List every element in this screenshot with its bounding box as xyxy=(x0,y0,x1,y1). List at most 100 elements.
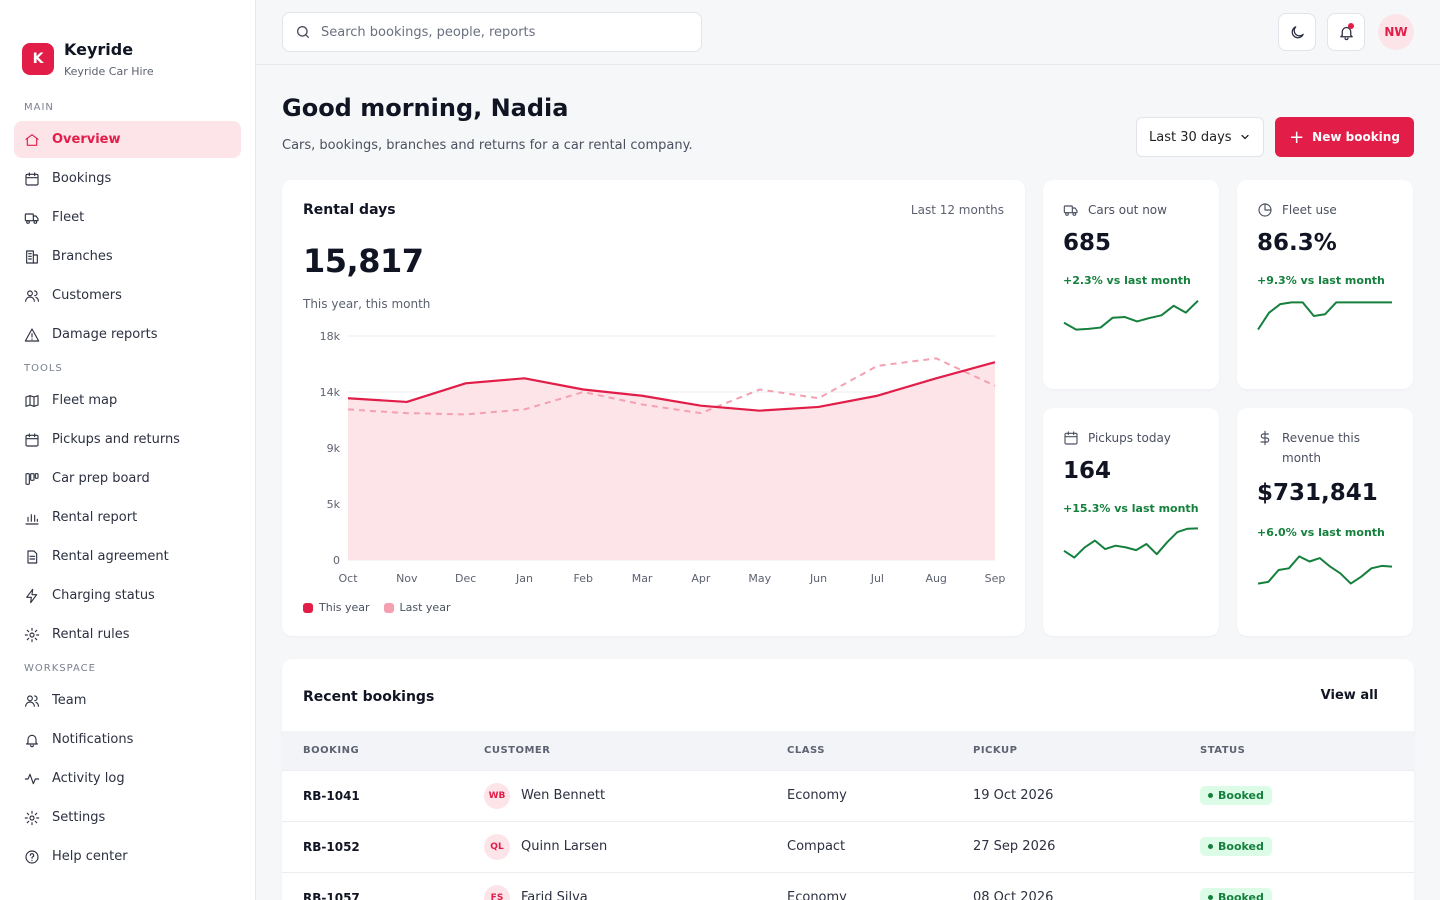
kpi-card-fleet-use[interactable]: Fleet use 86.3% +9.3% vs last month xyxy=(1237,180,1413,389)
customer-name: Wen Bennett xyxy=(521,788,606,803)
booking-id[interactable]: RB-1041 xyxy=(282,769,463,821)
table-row[interactable]: RB-1041 WB Wen Bennett Economy 19 Oct 2026 Bo… xyxy=(282,769,1414,821)
sidebar-item-rental-report[interactable]: Rental report xyxy=(14,499,241,536)
kpi-delta: +15.3% vs last month xyxy=(1063,502,1199,515)
sidebar-item-rental-rules[interactable]: Rental rules xyxy=(14,616,241,653)
table-body: RB-1041 WB Wen Bennett Economy 19 Oct 2026 Bo… xyxy=(282,769,1414,900)
truck-icon xyxy=(1063,205,1078,216)
nav-section-title: TOOLS xyxy=(24,363,63,374)
column-header[interactable]: CUSTOMER xyxy=(484,744,551,756)
column-header[interactable]: STATUS xyxy=(1200,744,1246,756)
notifications-button[interactable] xyxy=(1327,13,1365,51)
customer-cell: WB Wen Bennett xyxy=(463,769,766,821)
map-icon xyxy=(25,394,39,407)
kpi-label: Pickups today xyxy=(1063,428,1203,448)
sidebar: K Keyride Keyride Car Hire MAIN Overview B… xyxy=(0,0,256,900)
status-label: Booked xyxy=(1218,789,1264,802)
sidebar-item-bookings[interactable]: Bookings xyxy=(14,160,241,197)
date-range-select[interactable]: Last 30 days xyxy=(1136,117,1264,157)
sidebar-item-notifications[interactable]: Notifications xyxy=(14,721,241,758)
booking-id[interactable]: RB-1057 xyxy=(282,871,463,900)
theme-toggle-button[interactable] xyxy=(1278,13,1316,51)
pie-icon xyxy=(1258,203,1272,217)
sidebar-item-team[interactable]: Team xyxy=(14,682,241,719)
customer-name: Farid Silva xyxy=(521,890,588,900)
series-area-this-year xyxy=(348,362,995,560)
bookings-table: BOOKING CUSTOMER CLASS PICKUP STATUS RB-1041… xyxy=(282,731,1414,900)
booking-id[interactable]: RB-1052 xyxy=(282,820,463,872)
sidebar-item-overview[interactable]: Overview xyxy=(14,121,241,158)
sidebar-item-label: Fleet map xyxy=(52,393,118,408)
plus-icon: + xyxy=(1289,126,1305,148)
status-badge: Booked xyxy=(1200,888,1272,900)
table-row[interactable]: RB-1052 QL Quinn Larsen Compact 27 Sep 2026 B… xyxy=(282,820,1414,872)
x-tick-label: Nov xyxy=(396,572,418,585)
kpi-label: Fleet use xyxy=(1257,200,1397,220)
sidebar-item-car-prep-board[interactable]: Car prep board xyxy=(14,460,241,497)
sidebar-item-label: Notifications xyxy=(52,732,134,747)
brand-subtitle: Keyride Car Hire xyxy=(64,65,154,78)
card-period: Last 12 months xyxy=(910,203,1004,217)
column-header[interactable]: BOOKING xyxy=(303,744,360,756)
status-dot xyxy=(1208,895,1213,900)
sidebar-item-label: Help center xyxy=(52,849,128,864)
chevron-down-icon xyxy=(1241,134,1249,140)
status-label: Booked xyxy=(1218,840,1264,853)
sidebar-item-label: Branches xyxy=(52,249,113,264)
building-icon xyxy=(26,249,38,264)
sparkline-path xyxy=(1063,299,1199,331)
brand[interactable]: K Keyride Keyride Car Hire xyxy=(0,0,255,92)
customer-avatar: WB xyxy=(484,782,510,809)
activity-icon xyxy=(24,773,40,784)
y-tick-label: 9k xyxy=(327,442,341,455)
calendar-icon xyxy=(25,432,39,447)
legend-label: Last year xyxy=(399,601,451,614)
legend-label: This year xyxy=(319,601,370,614)
users-icon xyxy=(25,289,39,302)
sidebar-item-fleet[interactable]: Fleet xyxy=(14,199,241,236)
kpi-sparkline xyxy=(1257,555,1393,585)
sidebar-item-label: Rental report xyxy=(52,510,138,525)
column-header[interactable]: PICKUP xyxy=(973,744,1018,756)
chart-legend: This year Last year xyxy=(303,601,464,614)
kpi-card-pickups-today[interactable]: Pickups today 164 +15.3% vs last month xyxy=(1043,408,1219,636)
kpi-card-revenue[interactable]: Revenue this month $731,841 +6.0% vs last … xyxy=(1237,408,1413,636)
table-header-row: BOOKING CUSTOMER CLASS PICKUP STATUS xyxy=(282,731,1414,770)
view-all-link[interactable]: View all xyxy=(1320,688,1378,703)
legend-item: Last year xyxy=(383,601,451,614)
sidebar-item-fleet-map[interactable]: Fleet map xyxy=(14,382,241,419)
new-booking-button[interactable]: + New booking xyxy=(1275,117,1414,157)
sidebar-item-label: Customers xyxy=(52,288,122,303)
column-header[interactable]: CLASS xyxy=(787,744,825,756)
table-row[interactable]: RB-1057 FS Farid Silva Economy 08 Oct 2026 Bo… xyxy=(282,871,1414,900)
sidebar-item-customers[interactable]: Customers xyxy=(14,277,241,314)
sidebar-item-label: Bookings xyxy=(52,171,112,186)
search-box[interactable] xyxy=(282,12,702,52)
kpi-sparkline xyxy=(1063,299,1199,331)
kpi-value: 685 xyxy=(1063,230,1112,256)
sidebar-item-settings[interactable]: Settings xyxy=(14,799,241,836)
customer-cell: QL Quinn Larsen xyxy=(463,820,766,872)
help-icon xyxy=(25,849,39,864)
dollar-icon xyxy=(1260,430,1270,446)
search-input[interactable] xyxy=(321,24,681,40)
pickup-cell: 08 Oct 2026 xyxy=(952,871,1179,900)
sidebar-item-damage-reports[interactable]: Damage reports xyxy=(14,316,241,353)
sidebar-item-activity-log[interactable]: Activity log xyxy=(14,760,241,797)
sidebar-item-label: Activity log xyxy=(52,771,125,786)
sparkline-path xyxy=(1063,527,1199,559)
kpi-value: $731,841 xyxy=(1257,480,1378,506)
class-cell: Economy xyxy=(766,871,952,900)
user-avatar[interactable]: NW xyxy=(1378,14,1414,50)
sidebar-item-label: Pickups and returns xyxy=(52,432,180,447)
kpi-card-cars-out[interactable]: Cars out now 685 +2.3% vs last month xyxy=(1043,180,1219,389)
kpi-sparkline xyxy=(1257,301,1392,331)
sidebar-item-rental-agreement[interactable]: Rental agreement xyxy=(14,538,241,575)
sidebar-item-help-center[interactable]: Help center xyxy=(14,838,241,875)
x-tick-label: May xyxy=(748,572,771,585)
sparkline-path xyxy=(1257,301,1392,331)
sidebar-item-branches[interactable]: Branches xyxy=(14,238,241,275)
sidebar-item-charging-status[interactable]: Charging status xyxy=(14,577,241,614)
bolt-icon xyxy=(26,588,38,603)
sidebar-item-pickups-and-returns[interactable]: Pickups and returns xyxy=(14,421,241,458)
